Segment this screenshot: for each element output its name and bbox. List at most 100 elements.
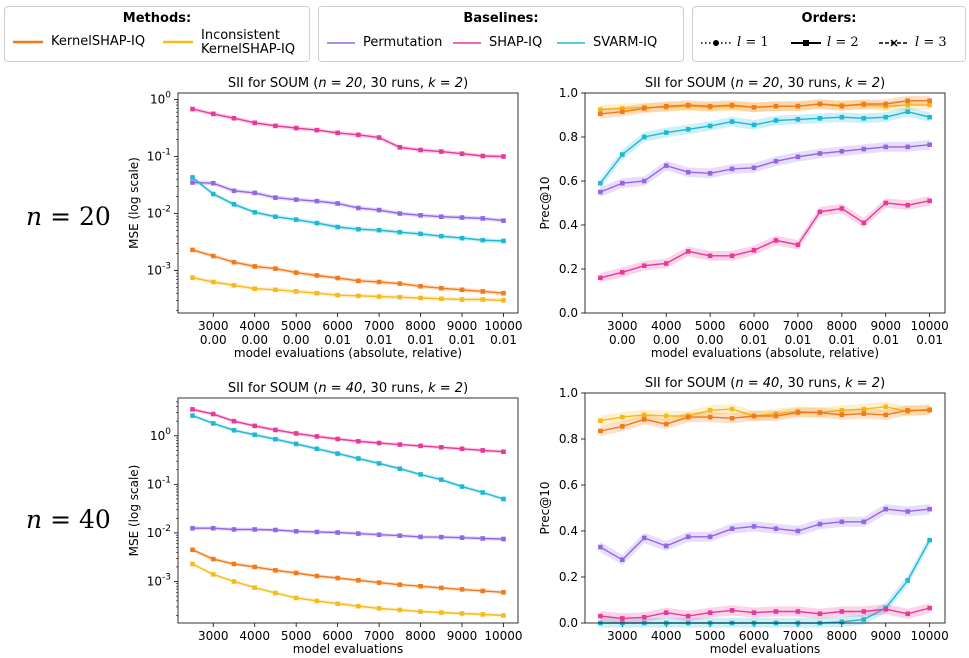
data-point <box>252 190 258 196</box>
data-point <box>314 529 320 535</box>
series-line <box>600 144 930 193</box>
series-line <box>600 607 930 620</box>
y-tick-exp: -3 <box>162 573 171 583</box>
data-point <box>438 296 444 302</box>
data-point <box>252 585 258 590</box>
data-point <box>397 466 403 472</box>
data-point <box>707 171 713 176</box>
data-point <box>335 601 340 606</box>
data-point <box>418 609 423 614</box>
data-point <box>883 412 889 418</box>
series-permutation <box>598 139 932 197</box>
x-tick-label-relative: 0.01 <box>872 333 899 347</box>
data-point <box>839 412 845 418</box>
data-point <box>376 279 382 285</box>
plot-frame <box>584 92 946 314</box>
data-point <box>190 525 195 531</box>
data-point <box>293 570 299 576</box>
x-tick-label-relative: 0.01 <box>407 333 434 347</box>
data-point <box>861 220 867 226</box>
data-point <box>751 610 757 615</box>
data-point <box>685 534 691 540</box>
plot-frame <box>584 392 946 624</box>
x-tick-label-relative: 0.01 <box>785 333 812 347</box>
data-point <box>598 428 603 434</box>
data-point <box>273 287 278 293</box>
chart-title: SII for SOUM (n = 40, 30 runs, k = 2) <box>228 381 468 396</box>
data-point <box>927 605 932 611</box>
data-point <box>839 149 845 154</box>
data-point <box>685 127 691 132</box>
data-point <box>459 151 465 157</box>
data-point <box>905 202 910 208</box>
chart-title-n: n = 40 <box>735 376 779 391</box>
data-point <box>376 207 382 213</box>
data-point <box>252 264 258 269</box>
data-point <box>335 130 340 136</box>
series-permutation <box>190 180 506 223</box>
data-point <box>252 423 258 429</box>
data-point <box>397 211 403 216</box>
legend-baselines: Baselines: Permutation SHAP-IQ SVARM-IQ <box>318 6 684 62</box>
x-tick-label-relative: 0.01 <box>324 333 351 347</box>
chart-title-mid: , 30 runs, <box>779 376 845 391</box>
data-point <box>231 115 237 121</box>
x-tick-label: 9000 <box>870 629 901 643</box>
x-tick-label: 6000 <box>739 319 770 333</box>
y-tick-label: 10-3 <box>147 262 171 278</box>
data-point <box>707 103 713 109</box>
data-point <box>210 411 216 417</box>
data-point <box>397 145 403 150</box>
data-point <box>273 436 278 442</box>
data-point <box>459 484 465 489</box>
y-tick-label: 0.4 <box>559 218 578 232</box>
x-tick-label-relative: 0.00 <box>200 333 227 347</box>
x-tick-label-relative: 0.01 <box>366 333 393 347</box>
series-line <box>192 249 504 294</box>
data-point <box>729 416 735 421</box>
data-point <box>438 285 444 291</box>
y-tick-label: 0.4 <box>559 524 578 538</box>
confidence-band <box>192 175 504 244</box>
data-point <box>817 521 823 527</box>
data-point <box>620 106 625 111</box>
data-point <box>501 536 506 542</box>
series-inconsistent-kernelshap-iq <box>190 275 506 303</box>
data-point <box>905 578 910 583</box>
x-tick-label: 9000 <box>447 319 478 333</box>
legend-swatch-shap-iq <box>453 42 481 44</box>
x-tick-label: 10000 <box>911 319 949 333</box>
legend-methods-title: Methods: <box>122 11 192 26</box>
data-point <box>418 534 423 540</box>
legend-label-kernelshap-iq: KernelSHAP-IQ <box>51 34 146 49</box>
data-point <box>356 456 361 461</box>
data-point <box>293 125 299 131</box>
data-point <box>839 609 845 614</box>
data-point <box>231 259 237 265</box>
series-permutation <box>598 504 932 565</box>
data-point <box>314 127 320 133</box>
data-point <box>480 448 486 453</box>
y-tick-exp: -2 <box>162 205 171 215</box>
data-point <box>231 527 237 532</box>
data-point <box>314 434 320 439</box>
data-point <box>501 298 506 303</box>
data-point <box>438 534 444 540</box>
legend-swatch-permutation <box>327 42 355 44</box>
x-tick-label: 10000 <box>484 629 522 643</box>
data-point <box>620 152 625 157</box>
confidence-band <box>600 504 930 565</box>
data-point <box>773 238 779 243</box>
data-point <box>480 289 486 294</box>
y-tick-exp: -1 <box>162 148 171 158</box>
chart-title-n: n = 40 <box>318 381 362 396</box>
data-point <box>861 146 867 152</box>
data-point <box>397 533 403 538</box>
y-tick-label: 0.8 <box>559 432 578 446</box>
x-tick-label: 5000 <box>695 319 726 333</box>
confidence-band <box>192 562 504 618</box>
x-axis-label: model evaluations <box>710 642 821 656</box>
x-tick-label: 3000 <box>198 319 229 333</box>
series-inconsistent-kernelshap-iq <box>190 561 506 618</box>
